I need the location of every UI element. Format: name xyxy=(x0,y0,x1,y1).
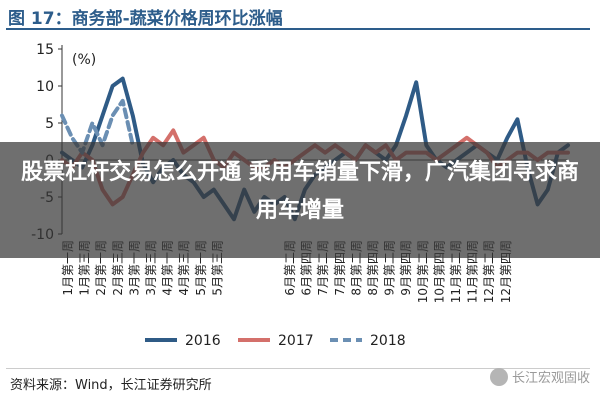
chart-title: 图 17：商务部-蔬菜价格周环比涨幅 xyxy=(8,9,283,29)
watermark-label: 长江宏观固收 xyxy=(511,371,590,386)
source-note: 资料来源：Wind，长江证券研究所 xyxy=(10,378,212,393)
y-axis-label: (%) xyxy=(72,52,96,68)
overlay-headline[interactable]: 股票杠杆交易怎么开通 乘用车销量下滑，广汽集团寻求商用车增量 xyxy=(21,160,579,223)
y-tick-label: 15 xyxy=(36,42,54,58)
series-line-2018 xyxy=(60,98,135,155)
wechat-icon xyxy=(489,367,508,386)
legend-label-2018: 2018 xyxy=(370,333,406,349)
overlay-banner: 股票杠杆交易怎么开通 乘用车销量下滑，广汽集团寻求商用车增量 xyxy=(0,142,600,258)
legend-label-2016: 2016 xyxy=(185,333,221,349)
legend-label-2017: 2017 xyxy=(278,333,314,349)
watermark: 长江宏观固收 xyxy=(489,367,590,386)
y-tick-label: 10 xyxy=(36,79,54,95)
y-tick-label: 5 xyxy=(45,116,54,132)
source-divider xyxy=(6,368,590,369)
title-divider xyxy=(6,28,590,30)
